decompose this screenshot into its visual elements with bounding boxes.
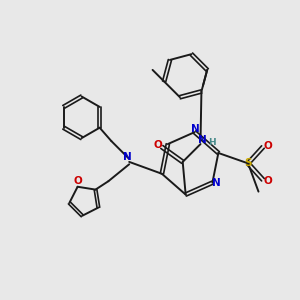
Text: O: O <box>154 140 163 150</box>
Text: O: O <box>264 140 273 151</box>
Text: O: O <box>73 176 82 186</box>
Text: N: N <box>198 136 206 146</box>
Text: H: H <box>208 138 216 147</box>
Text: N: N <box>212 178 220 188</box>
Text: N: N <box>123 152 132 161</box>
Text: N: N <box>191 124 200 134</box>
Text: O: O <box>264 176 273 186</box>
Text: S: S <box>244 158 252 168</box>
